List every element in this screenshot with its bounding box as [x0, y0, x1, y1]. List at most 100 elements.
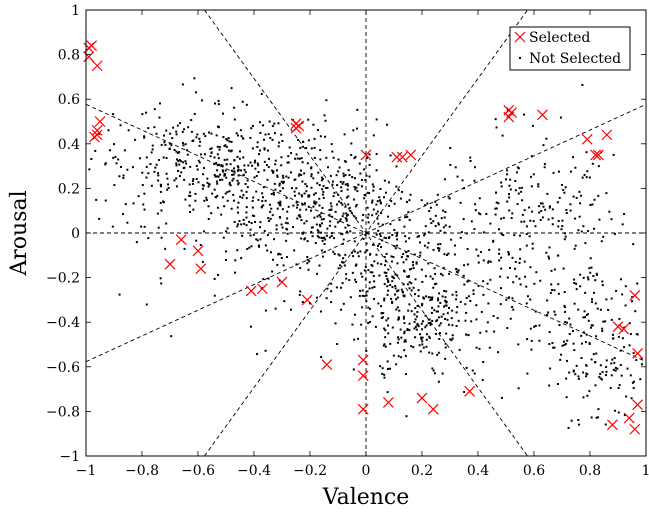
not-selected-point: [430, 222, 433, 225]
not-selected-point: [246, 247, 249, 250]
not-selected-point: [323, 250, 326, 253]
not-selected-point: [506, 169, 509, 172]
not-selected-point: [580, 230, 583, 233]
selected-point: [618, 323, 630, 335]
not-selected-point: [391, 301, 394, 304]
selected-point: [195, 263, 207, 275]
not-selected-point: [442, 209, 445, 212]
not-selected-point: [228, 183, 231, 186]
not-selected-point: [156, 212, 159, 215]
selected-point: [301, 294, 313, 306]
not-selected-point: [336, 343, 339, 346]
not-selected-point: [623, 213, 626, 216]
not-selected-point: [442, 266, 445, 269]
not-selected-point: [587, 319, 590, 322]
not-selected-point: [293, 190, 296, 193]
not-selected-point: [610, 362, 613, 365]
not-selected-point: [595, 335, 598, 338]
not-selected-point: [299, 146, 302, 149]
not-selected-point: [415, 328, 418, 331]
not-selected-point: [274, 307, 277, 310]
not-selected-point: [540, 209, 543, 212]
not-selected-point: [451, 293, 454, 296]
not-selected-point: [354, 278, 357, 281]
not-selected-point: [421, 343, 424, 346]
not-selected-point: [414, 318, 417, 321]
not-selected-point: [575, 364, 578, 367]
not-selected-point: [400, 356, 403, 359]
not-selected-point: [150, 151, 153, 154]
not-selected-point: [337, 158, 340, 161]
not-selected-point: [237, 211, 240, 214]
not-selected-point: [245, 206, 248, 209]
not-selected-point: [593, 291, 596, 294]
not-selected-point: [226, 191, 229, 194]
not-selected-point: [235, 132, 238, 135]
not-selected-point: [498, 252, 501, 255]
not-selected-point: [395, 185, 398, 188]
not-selected-point: [236, 249, 239, 252]
not-selected-point: [336, 184, 339, 187]
not-selected-point: [353, 185, 356, 188]
not-selected-point: [601, 330, 604, 333]
not-selected-point: [383, 299, 386, 302]
not-selected-point: [387, 332, 390, 335]
not-selected-point: [372, 208, 375, 211]
not-selected-point: [262, 124, 265, 127]
not-selected-point: [237, 183, 240, 186]
not-selected-point: [310, 167, 313, 170]
not-selected-point: [319, 135, 322, 138]
not-selected-point: [356, 108, 359, 111]
not-selected-point: [219, 173, 222, 176]
not-selected-point: [207, 131, 210, 134]
not-selected-point: [568, 371, 571, 374]
selected-point: [581, 133, 593, 145]
not-selected-point: [185, 162, 188, 165]
not-selected-point: [368, 153, 371, 156]
not-selected-point: [582, 276, 585, 279]
not-selected-point: [498, 259, 501, 262]
not-selected-point: [563, 191, 566, 194]
not-selected-point: [495, 126, 498, 129]
not-selected-point: [381, 316, 384, 319]
not-selected-point: [573, 278, 576, 281]
not-selected-point: [383, 297, 386, 300]
not-selected-point: [195, 239, 198, 242]
not-selected-point: [450, 339, 453, 342]
not-selected-point: [492, 315, 495, 318]
not-selected-point: [532, 220, 535, 223]
not-selected-point: [415, 262, 418, 265]
not-selected-point: [344, 205, 347, 208]
not-selected-point: [614, 409, 617, 412]
not-selected-point: [278, 216, 281, 219]
not-selected-point: [449, 163, 452, 166]
not-selected-point: [444, 304, 447, 307]
not-selected-point: [391, 275, 394, 278]
not-selected-point: [350, 251, 353, 254]
not-selected-point: [206, 177, 209, 180]
not-selected-point: [451, 309, 454, 312]
not-selected-point: [402, 317, 405, 320]
not-selected-point: [319, 225, 322, 228]
selected-point: [91, 129, 103, 141]
not-selected-point: [406, 255, 409, 258]
not-selected-point: [229, 163, 232, 166]
not-selected-point: [402, 269, 405, 272]
not-selected-point: [548, 343, 551, 346]
not-selected-point: [403, 330, 406, 333]
not-selected-point: [546, 313, 549, 316]
not-selected-point: [240, 169, 243, 172]
not-selected-point: [639, 378, 642, 381]
not-selected-point: [611, 358, 614, 361]
not-selected-point: [332, 156, 335, 159]
selected-point: [632, 347, 644, 359]
not-selected-point: [531, 124, 534, 127]
not-selected-point: [395, 235, 398, 238]
not-selected-point: [565, 396, 568, 399]
not-selected-point: [183, 166, 186, 169]
not-selected-point: [344, 160, 347, 163]
not-selected-point: [556, 201, 559, 204]
not-selected-point: [482, 231, 485, 234]
not-selected-point: [494, 207, 497, 210]
not-selected-point: [528, 206, 531, 209]
